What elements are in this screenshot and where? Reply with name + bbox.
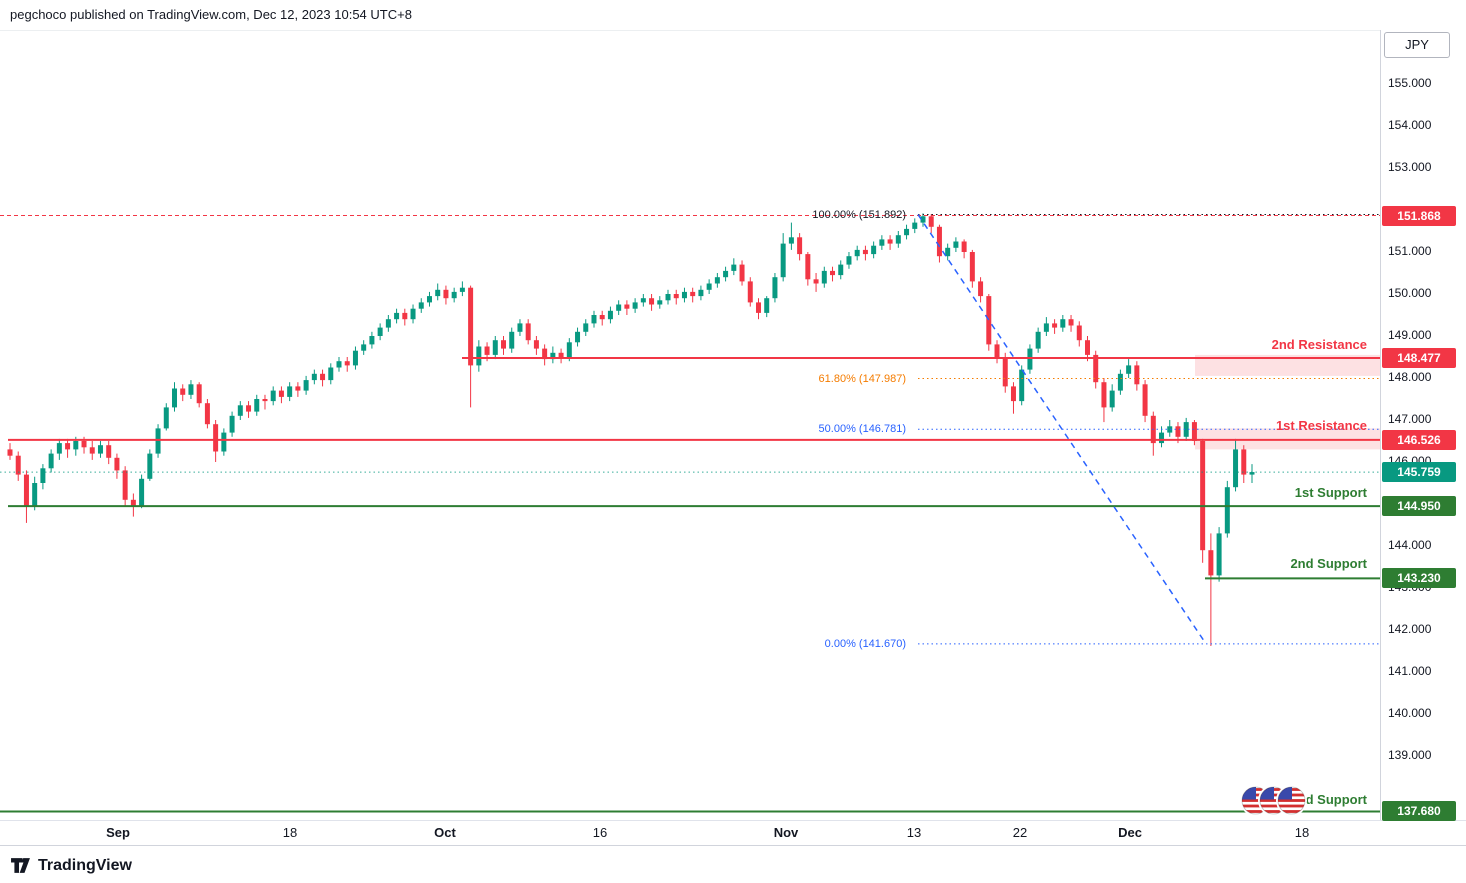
fib-trendline [917, 214, 1207, 645]
candlesticks [7, 213, 1255, 646]
emoji-sticker-row [1240, 785, 1310, 816]
time-label-16: 16 [592, 825, 608, 840]
time-label-sep: Sep [106, 825, 130, 840]
time-label-dec: Dec [1118, 825, 1142, 840]
attribution-text: pegchoco published on TradingView.com, D… [10, 7, 412, 22]
time-label-nov: Nov [773, 825, 799, 840]
currency-button[interactable]: JPY [1384, 32, 1450, 58]
time-label-18: 18 [282, 825, 298, 840]
time-axis[interactable]: Sep 18 Oct 16 Nov 13 22 Dec 18 [0, 820, 1466, 846]
tradingview-wordmark[interactable]: TradingView [10, 855, 132, 876]
us-flag-emoji-icon [1276, 785, 1307, 816]
brand-name: TradingView [38, 856, 132, 874]
time-label-18: 18 [1294, 825, 1310, 840]
resistance-zone [1195, 354, 1380, 376]
tradingview-logo-icon [11, 858, 30, 873]
price-axis[interactable] [1380, 30, 1466, 845]
time-label-13: 13 [906, 825, 922, 840]
time-label-oct: Oct [434, 825, 456, 840]
time-label-22: 22 [1012, 825, 1028, 840]
resistance-zone [1195, 428, 1380, 450]
chart-top-border [0, 30, 1466, 31]
